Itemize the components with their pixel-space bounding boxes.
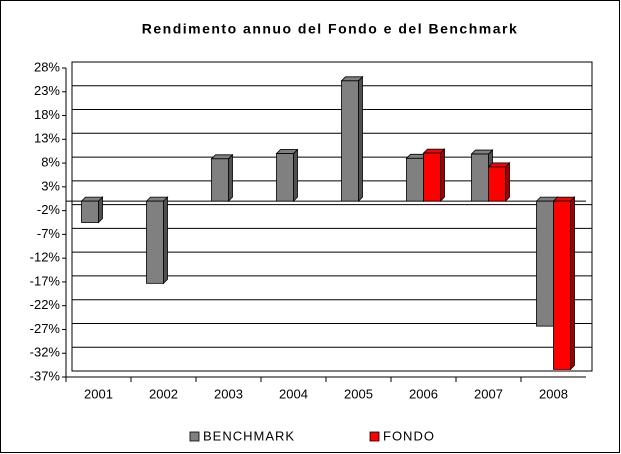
bar	[406, 157, 424, 202]
y-tick-label: 3%	[41, 178, 60, 193]
bar-top	[80, 196, 104, 202]
bar-top	[210, 154, 234, 160]
y-tick-label: 28%	[34, 59, 60, 74]
bar-side	[163, 196, 168, 285]
y-tick-label: -37%	[30, 368, 61, 383]
bar-side	[505, 161, 510, 203]
bar	[471, 153, 489, 202]
x-tick-label: 2003	[214, 386, 243, 401]
x-tick-label: 2004	[279, 386, 308, 401]
bar-side	[228, 153, 233, 203]
bar	[553, 200, 571, 370]
y-tick-label: 13%	[34, 131, 60, 146]
y-tick-label: -7%	[37, 226, 61, 241]
x-tick-label: 2006	[409, 386, 438, 401]
legend-label: BENCHMARK	[203, 428, 295, 443]
y-tick-label: -17%	[30, 273, 61, 288]
bar	[341, 80, 359, 202]
bar	[211, 158, 229, 202]
bar-side	[570, 196, 575, 371]
y-tick-label: 23%	[34, 83, 60, 98]
bar-top	[552, 196, 576, 202]
bar-top	[340, 76, 364, 82]
chart-title: Rendimento annuo del Fondo e del Benchma…	[142, 21, 518, 37]
bar	[81, 200, 99, 223]
bar-top	[470, 149, 494, 155]
legend-label: FONDO	[383, 428, 435, 443]
bar-top	[487, 162, 511, 168]
y-tick-label: -27%	[30, 321, 61, 336]
x-tick-label: 2007	[474, 386, 503, 401]
y-tick-label: -32%	[30, 345, 61, 360]
y-tick-label: -12%	[30, 250, 61, 265]
bar	[488, 166, 506, 202]
bar	[146, 200, 164, 284]
x-tick-label: 2005	[344, 386, 373, 401]
x-tick-label: 2001	[84, 386, 113, 401]
bar-side	[440, 148, 445, 203]
y-tick-label: 8%	[41, 155, 60, 170]
legend-swatch	[369, 431, 380, 442]
y-tick-label: -22%	[30, 297, 61, 312]
bar-top	[275, 149, 299, 154]
bar-top	[422, 148, 446, 154]
bar-side	[358, 75, 363, 203]
x-tick-label: 2002	[149, 386, 178, 401]
x-tick-label: 2008	[539, 386, 568, 401]
bar-top	[145, 196, 169, 202]
bar	[276, 153, 294, 202]
bar	[536, 200, 554, 327]
y-tick-label: 18%	[34, 107, 60, 122]
y-tick-label: -2%	[37, 202, 61, 217]
bar-side	[293, 148, 298, 203]
legend-swatch	[189, 431, 200, 442]
bar	[423, 152, 441, 202]
